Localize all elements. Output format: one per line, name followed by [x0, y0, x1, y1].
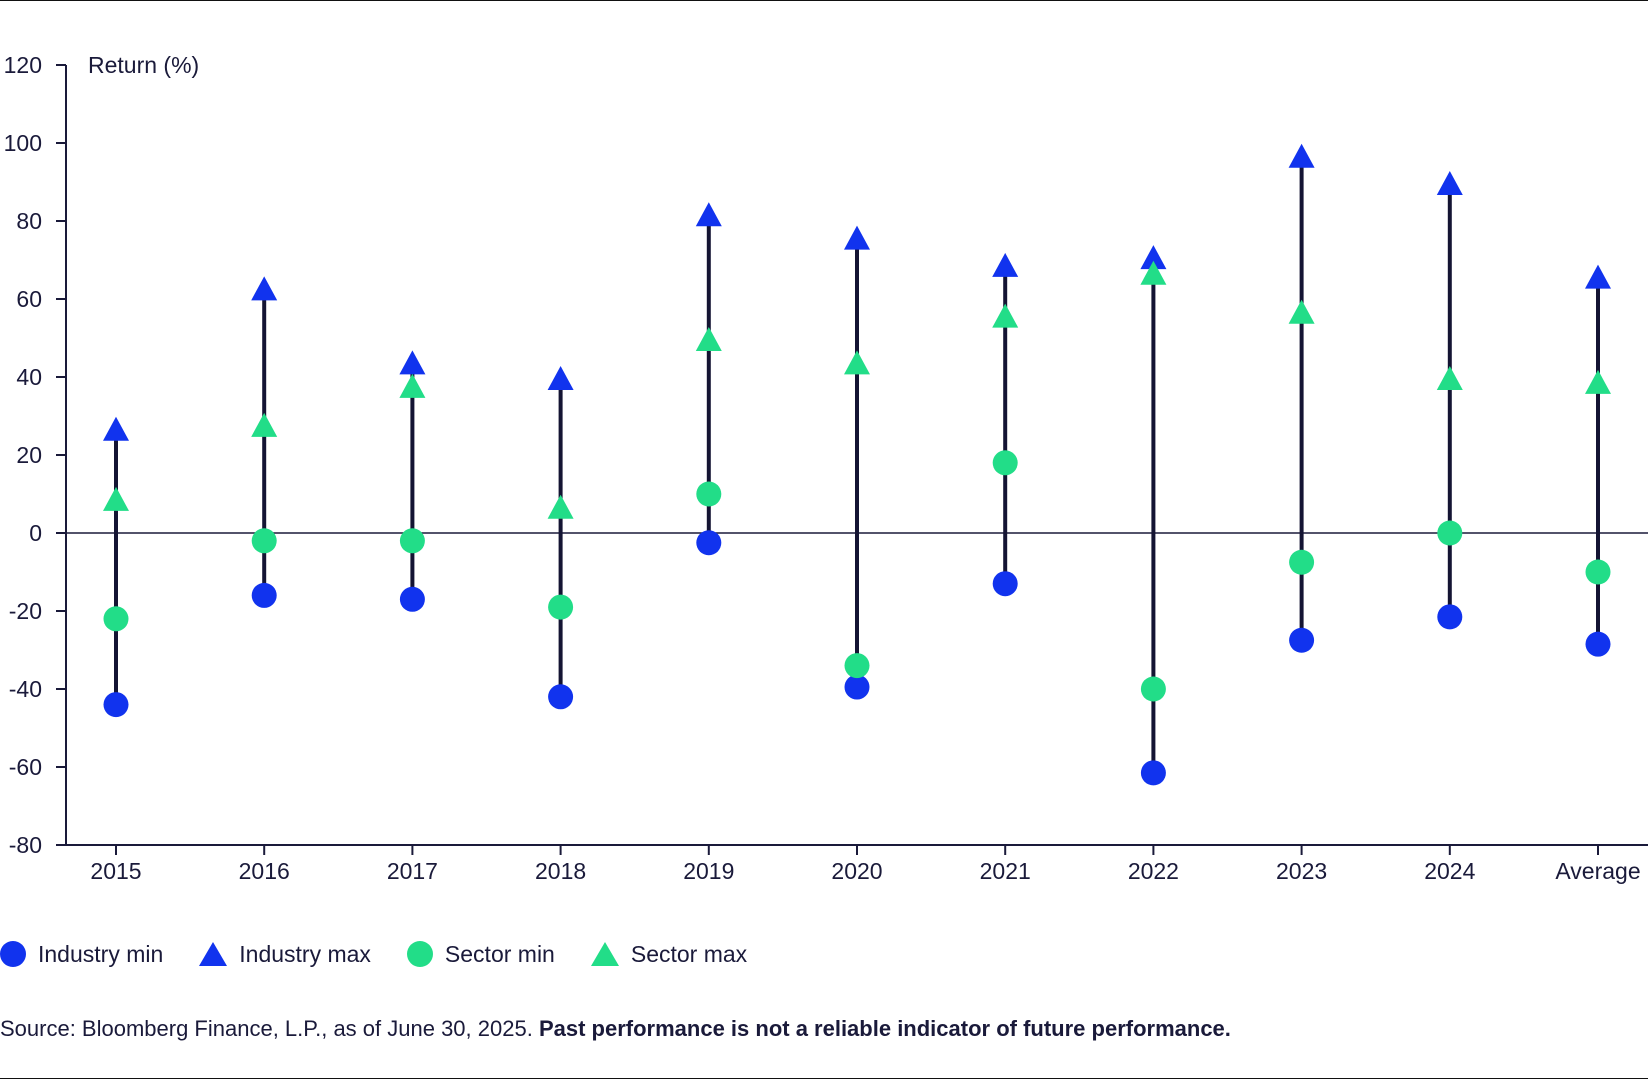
sector-max-point [844, 350, 870, 375]
industry-min-point [1289, 627, 1315, 653]
legend-label: Sector min [444, 940, 555, 967]
x-tick-label: 2016 [239, 858, 290, 884]
legend-item-industry-max: Industry max [199, 941, 371, 968]
industry-min-point [696, 530, 722, 556]
industry-min-point [844, 674, 870, 700]
bottom-rule [0, 1078, 1648, 1079]
blue-circle-icon [0, 941, 26, 967]
source-text: Source: Bloomberg Finance, L.P., as of J… [0, 1016, 533, 1041]
y-tick-label: 60 [16, 286, 42, 312]
y-axis-label: Return (%) [88, 52, 199, 78]
disclaimer-text: Past performance is not a reliable indic… [538, 1016, 1231, 1041]
legend-label: Sector max [630, 940, 748, 967]
legend-label: Industry max [239, 940, 371, 967]
green-triangle-icon [590, 942, 619, 966]
sector-max-point [103, 486, 129, 511]
industry-min-point [1437, 604, 1463, 630]
industry-max-point [1436, 171, 1463, 196]
sector-min-point [1140, 676, 1166, 702]
industry-max-point [103, 416, 129, 441]
industry-min-point [399, 586, 425, 612]
legend-item-sector-max: Sector max [590, 940, 748, 968]
y-tick-label: 120 [4, 52, 42, 78]
source-note: Source: Bloomberg Finance, L.P., as of J… [0, 1016, 1231, 1042]
sector-min-point [1437, 520, 1463, 546]
range-chart: 120 100 80 60 40 20 0 -20 -40 -60 -80 Return (%) 201… [4, 52, 1648, 884]
sector-max-point [1436, 366, 1463, 391]
sector-max-point [695, 327, 722, 352]
x-tick-label: 2020 [831, 858, 882, 884]
sector-min-point [844, 653, 870, 679]
industry-min-point [1585, 631, 1611, 657]
x-tick-label: 2022 [1128, 858, 1179, 884]
industry-max-point [547, 366, 574, 391]
industry-max-point [1140, 245, 1167, 270]
sector-min-point [548, 594, 574, 620]
sector-max-point [1140, 260, 1167, 285]
legend-item-industry-min: Industry min [0, 941, 163, 968]
y-tick-label: 0 [29, 520, 42, 546]
industry-min-point [251, 582, 277, 608]
sector-min-point [103, 606, 129, 632]
legend-label: Industry min [38, 940, 164, 967]
green-circle-icon [406, 941, 433, 967]
sector-min-point [399, 528, 425, 554]
x-tick-label: 2021 [980, 858, 1031, 884]
y-tick-label: -40 [9, 676, 42, 702]
industry-max-point [992, 252, 1019, 277]
top-rule [0, 0, 1648, 1]
y-tick-label: 80 [16, 208, 42, 234]
industry-min-point [992, 571, 1018, 597]
sector-max-point [992, 303, 1019, 328]
x-tick-label: 2017 [387, 858, 438, 884]
y-tick-label: -20 [9, 598, 42, 624]
y-tick-label: 100 [4, 130, 42, 156]
y-tick-label: 40 [16, 364, 42, 390]
sector-max-point [251, 412, 278, 437]
industry-min-point [548, 684, 574, 710]
legend: Industry min Industry max Sector min Sec… [0, 938, 783, 970]
sector-min-point [251, 528, 277, 554]
industry-min-point [103, 692, 129, 718]
industry-max-point [1288, 143, 1315, 168]
sector-min-point [696, 481, 722, 507]
industry-max-point [844, 225, 870, 250]
x-tick-label: 2015 [90, 858, 141, 884]
y-tick-label: -60 [9, 754, 42, 780]
axes: 120 100 80 60 40 20 0 -20 -40 -60 -80 Return (%) 201… [4, 52, 1648, 884]
industry-min-point [1140, 760, 1166, 786]
sector-max-point [399, 373, 426, 398]
sector-min-point [1585, 559, 1611, 585]
sector-max-point [547, 494, 574, 519]
sector-max-point [1288, 299, 1315, 324]
industry-max-point [1585, 264, 1611, 289]
data-markers [103, 143, 1611, 786]
industry-max-point [399, 350, 426, 375]
x-tick-label: 2018 [535, 858, 586, 884]
x-tick-label: 2024 [1424, 858, 1475, 884]
x-tick-label: Average [1555, 858, 1640, 884]
sector-max-point [1585, 369, 1611, 394]
x-tick-label: 2023 [1276, 858, 1327, 884]
sector-min-point [1289, 549, 1315, 575]
sector-min-point [992, 450, 1018, 476]
x-tick-label: 2019 [683, 858, 734, 884]
industry-max-point [251, 276, 278, 301]
y-tick-label: 20 [16, 442, 42, 468]
blue-triangle-icon [199, 942, 228, 966]
y-tick-label: -80 [9, 832, 42, 858]
legend-item-sector-min: Sector min [406, 940, 555, 968]
industry-max-point [695, 202, 722, 227]
